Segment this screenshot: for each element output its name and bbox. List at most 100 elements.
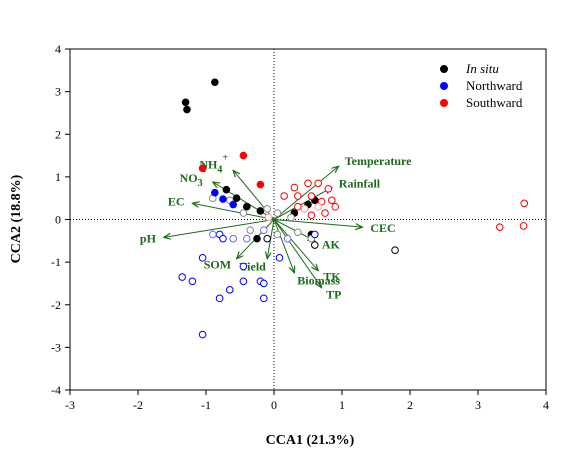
x-tick-label: -2 bbox=[133, 398, 143, 412]
legend-marker bbox=[440, 82, 448, 90]
data-point bbox=[314, 179, 323, 188]
vector-label: Rainfall bbox=[339, 177, 381, 191]
reference-lines bbox=[70, 49, 546, 390]
data-point bbox=[239, 151, 248, 160]
data-point bbox=[183, 105, 191, 114]
data-point bbox=[519, 222, 528, 230]
data-point bbox=[198, 254, 207, 262]
data-point bbox=[209, 230, 217, 239]
data-point bbox=[307, 211, 316, 220]
legend-label: Northward bbox=[466, 78, 523, 93]
vector-label: SOM bbox=[204, 258, 231, 272]
y-axis-title: CCA2 (18.8%) bbox=[9, 174, 24, 263]
sample-points bbox=[178, 78, 529, 339]
vector-arrow bbox=[273, 219, 318, 271]
vector-arrow bbox=[273, 166, 339, 220]
legend-label: Southward bbox=[466, 95, 523, 110]
data-point bbox=[178, 273, 186, 281]
x-tick-label: 1 bbox=[339, 398, 345, 412]
chart-legend: In situ Northward Southward bbox=[440, 61, 523, 110]
y-tick-label: 0 bbox=[55, 213, 61, 227]
vector-arrow bbox=[273, 188, 332, 220]
data-point bbox=[321, 209, 329, 217]
data-point bbox=[256, 180, 265, 189]
data-point bbox=[188, 277, 197, 286]
data-point bbox=[211, 188, 219, 197]
x-tick-label: 4 bbox=[543, 398, 549, 412]
x-tick-label: 3 bbox=[475, 398, 481, 412]
y-tick-label: 1 bbox=[55, 170, 61, 184]
axis-ticks: -3 -2 -1 0 1 2 3 4 -4 -3 -2 -1 0 1 2 3 4 bbox=[51, 42, 549, 412]
legend-marker bbox=[440, 65, 448, 73]
data-point bbox=[198, 164, 207, 173]
x-tick-label: -3 bbox=[65, 398, 75, 412]
data-point bbox=[260, 294, 268, 303]
data-point bbox=[232, 194, 241, 202]
data-point bbox=[520, 199, 529, 208]
data-point bbox=[324, 185, 333, 193]
x-tick-label: -1 bbox=[201, 398, 211, 412]
vector-label: EC bbox=[168, 195, 185, 209]
data-point bbox=[280, 192, 289, 200]
vector-label: TK bbox=[323, 270, 341, 284]
y-tick-label: 3 bbox=[55, 85, 61, 99]
data-point bbox=[211, 78, 219, 87]
data-point bbox=[243, 202, 251, 211]
vector-arrow bbox=[192, 203, 275, 220]
data-point bbox=[328, 196, 336, 205]
data-point bbox=[317, 197, 326, 206]
vector-label: Biomass bbox=[297, 273, 340, 287]
data-point bbox=[226, 286, 234, 294]
y-tick-label: -2 bbox=[51, 298, 61, 312]
vector-label: TP bbox=[326, 287, 341, 301]
data-point bbox=[229, 234, 237, 243]
data-point bbox=[239, 277, 248, 286]
data-point bbox=[219, 234, 227, 243]
data-point bbox=[222, 185, 231, 194]
data-point bbox=[290, 183, 299, 192]
data-point bbox=[239, 262, 248, 271]
data-point bbox=[311, 241, 319, 249]
data-point bbox=[219, 195, 227, 203]
data-point bbox=[264, 213, 273, 222]
data-point bbox=[275, 254, 284, 262]
data-point bbox=[198, 330, 207, 339]
vector-arrow bbox=[273, 219, 322, 288]
x-tick-label: 0 bbox=[271, 398, 277, 412]
data-point bbox=[294, 192, 302, 200]
data-point bbox=[263, 205, 272, 213]
data-point bbox=[495, 223, 504, 231]
data-point bbox=[331, 202, 340, 211]
data-point bbox=[253, 234, 261, 243]
legend-marker bbox=[440, 99, 448, 107]
x-tick-label: 2 bbox=[407, 398, 413, 412]
vector-label: pH bbox=[140, 232, 157, 246]
vector-label: Temperature bbox=[345, 154, 412, 168]
vector-arrow bbox=[164, 219, 275, 238]
data-point bbox=[307, 192, 316, 200]
x-axis-title: CCA1 (21.3%) bbox=[266, 433, 355, 448]
y-tick-label: -3 bbox=[51, 340, 61, 354]
data-point bbox=[311, 230, 319, 239]
data-point bbox=[263, 234, 272, 243]
data-point bbox=[273, 209, 282, 217]
data-point bbox=[243, 234, 251, 243]
data-point bbox=[256, 207, 265, 215]
data-point bbox=[314, 202, 323, 211]
vector-arrow bbox=[273, 219, 294, 273]
y-tick-label: 4 bbox=[55, 42, 61, 56]
legend-label: In situ bbox=[465, 61, 499, 76]
vector-label: AK bbox=[322, 238, 341, 252]
data-point bbox=[215, 294, 224, 303]
y-tick-label: -1 bbox=[51, 255, 61, 269]
data-point bbox=[260, 226, 268, 234]
data-point bbox=[304, 179, 312, 188]
data-point bbox=[294, 228, 302, 237]
vector-arrow bbox=[273, 219, 362, 228]
vector-label: CEC bbox=[370, 221, 395, 235]
data-point bbox=[246, 226, 254, 234]
data-point bbox=[391, 246, 399, 254]
vector-label: Yield bbox=[239, 260, 266, 274]
data-point bbox=[229, 200, 237, 209]
